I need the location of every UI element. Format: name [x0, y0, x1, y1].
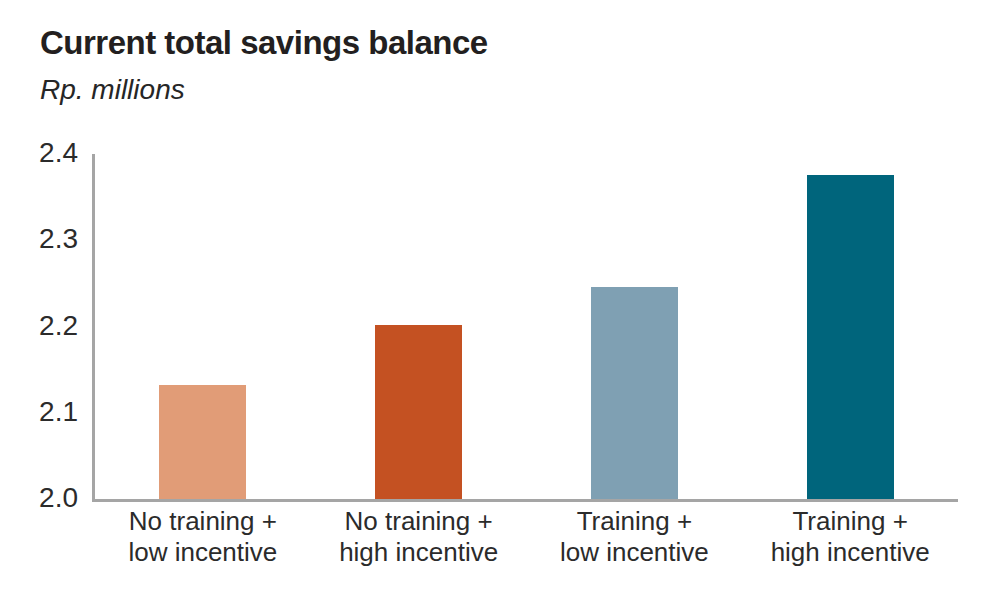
x-category-label-line: low incentive — [95, 537, 311, 568]
x-category-label-line: No training + — [95, 506, 311, 537]
chart-title: Current total savings balance — [40, 24, 488, 62]
bar — [375, 325, 462, 499]
x-category-label-line: high incentive — [742, 537, 958, 568]
chart-figure: Current total savings balance Rp. millio… — [0, 0, 1000, 592]
x-category-label: No training +high incentive — [311, 506, 527, 568]
bar — [591, 287, 678, 499]
y-tick-label: 2.2 — [39, 310, 78, 342]
x-axis-labels: No training +low incentiveNo training +h… — [95, 506, 958, 576]
y-axis-labels: 2.02.12.22.32.4 — [0, 154, 78, 499]
x-category-label-line: Training + — [742, 506, 958, 537]
x-category-label-line: No training + — [311, 506, 527, 537]
plot-area — [92, 154, 958, 502]
y-tick-label: 2.4 — [39, 137, 78, 169]
y-tick-label: 2.1 — [39, 396, 78, 428]
x-category-label: Training +high incentive — [742, 506, 958, 568]
y-tick-label: 2.3 — [39, 224, 78, 256]
x-category-label: Training +low incentive — [527, 506, 743, 568]
bar — [159, 385, 246, 499]
x-category-label: No training +low incentive — [95, 506, 311, 568]
x-category-label-line: Training + — [527, 506, 743, 537]
x-category-label-line: high incentive — [311, 537, 527, 568]
y-tick-label: 2.0 — [39, 482, 78, 514]
bar — [807, 175, 894, 499]
chart-subtitle: Rp. millions — [40, 74, 185, 106]
x-category-label-line: low incentive — [527, 537, 743, 568]
